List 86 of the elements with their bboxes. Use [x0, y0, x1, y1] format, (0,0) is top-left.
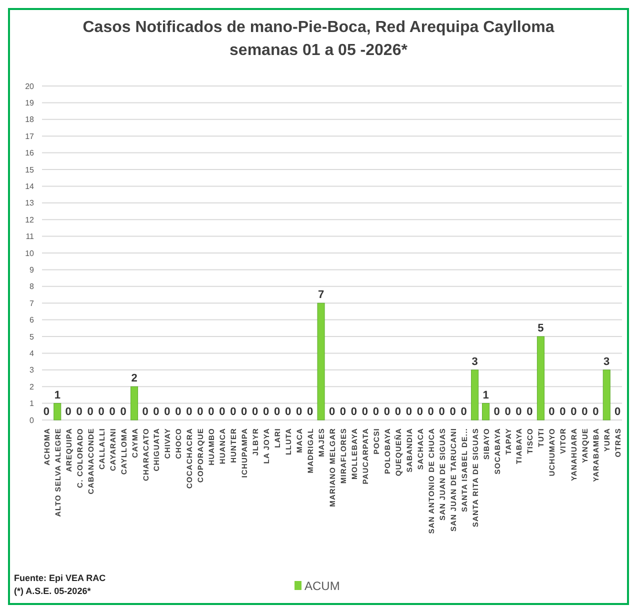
data-label: 0: [560, 406, 566, 418]
chart-subtitle: semanas 01 a 05 -2026*: [230, 42, 408, 59]
bar: [317, 302, 325, 420]
bar: [130, 386, 138, 420]
data-label: 0: [372, 406, 379, 418]
y-tick-label: 4: [30, 349, 35, 358]
y-tick-label: 11: [26, 232, 35, 242]
data-label: 0: [219, 406, 226, 418]
bar: [602, 370, 610, 420]
text: (*) A.S.E. 05-2026*: [14, 586, 92, 596]
bar: [54, 403, 62, 420]
y-tick-label: 17: [25, 132, 35, 141]
data-label: 5: [538, 322, 544, 334]
data-label: 3: [472, 356, 478, 368]
data-label: 0: [296, 406, 302, 418]
data-label: 0: [526, 406, 533, 418]
data-label: 0: [428, 406, 434, 418]
bar: [471, 370, 479, 420]
data-label: 3: [604, 356, 610, 368]
data-label: 0: [186, 406, 192, 418]
legend-label: ACUM: [304, 579, 340, 593]
data-label: 0: [460, 406, 467, 418]
data-label: 0: [65, 406, 72, 418]
data-label: 0: [406, 406, 412, 418]
data-label: 0: [241, 406, 248, 418]
data-label: 0: [384, 406, 390, 418]
y-tick-label: 1: [30, 399, 35, 408]
y-tick-label: 16: [25, 148, 35, 158]
data-label: 0: [438, 406, 445, 418]
data-label: 0: [98, 406, 104, 418]
data-label: 0: [416, 406, 423, 418]
data-label: 0: [504, 406, 511, 418]
data-label: 0: [109, 406, 116, 418]
data-label: 1: [482, 389, 489, 402]
data-label: 0: [175, 406, 182, 418]
data-label: 0: [306, 406, 314, 418]
data-label: 0: [197, 406, 204, 418]
y-tick-label: 2: [30, 382, 35, 392]
data-label: 0: [153, 406, 160, 418]
y-tick-label: 0: [30, 416, 35, 425]
data-label: 2: [131, 372, 138, 385]
data-label: 0: [43, 406, 50, 418]
y-tick-label: 9: [30, 266, 35, 274]
y-tick-label: 20: [25, 82, 35, 91]
data-label: 0: [208, 406, 214, 418]
data-label: 0: [120, 406, 126, 418]
data-label: 0: [450, 406, 456, 418]
y-tick-label: 7: [30, 298, 35, 308]
data-label: 0: [285, 406, 292, 418]
y-tick-label: 5: [30, 332, 35, 342]
data-label: 0: [142, 406, 148, 418]
source-note: Fuente: Epi VEA RAC: [14, 573, 106, 583]
data-label: 0: [230, 406, 236, 418]
y-tick-label: 10: [25, 248, 35, 258]
y-tick-label: 8: [30, 282, 35, 292]
y-tick-label: 12: [25, 215, 35, 224]
data-label: 0: [350, 406, 358, 418]
data-label: 0: [394, 406, 401, 418]
data-label: 0: [252, 406, 258, 418]
data-label: 7: [318, 289, 324, 302]
bar: [482, 403, 490, 420]
data-label: 0: [76, 406, 82, 418]
data-label: 0: [328, 406, 336, 418]
chart-title: Casos Notificados de mano-Pie-Boca, Red Arequipa Caylloma: [82, 19, 554, 36]
y-tick-label: 6: [30, 316, 35, 325]
data-label: 0: [548, 406, 555, 418]
data-label: 0: [87, 406, 94, 418]
data-label: 0: [582, 406, 588, 418]
y-tick-label: 13: [25, 198, 35, 208]
data-label: 0: [362, 406, 368, 418]
data-label: 1: [54, 389, 60, 402]
y-tick-label: 18: [25, 115, 35, 124]
data-label: 0: [516, 406, 522, 418]
y-tick-label: 19: [25, 98, 35, 108]
data-label: 0: [274, 406, 280, 418]
data-label: 0: [494, 406, 500, 418]
data-label: 0: [263, 406, 270, 418]
data-label: 0: [614, 406, 621, 418]
y-tick-label: 14: [25, 182, 35, 191]
bar: [536, 336, 544, 420]
data-label: 0: [340, 406, 346, 418]
data-label: 0: [570, 406, 577, 418]
y-tick-label: 3: [30, 366, 35, 375]
y-tick-label: 15: [25, 165, 35, 174]
data-label: 0: [164, 406, 170, 418]
data-label: 0: [592, 406, 599, 418]
